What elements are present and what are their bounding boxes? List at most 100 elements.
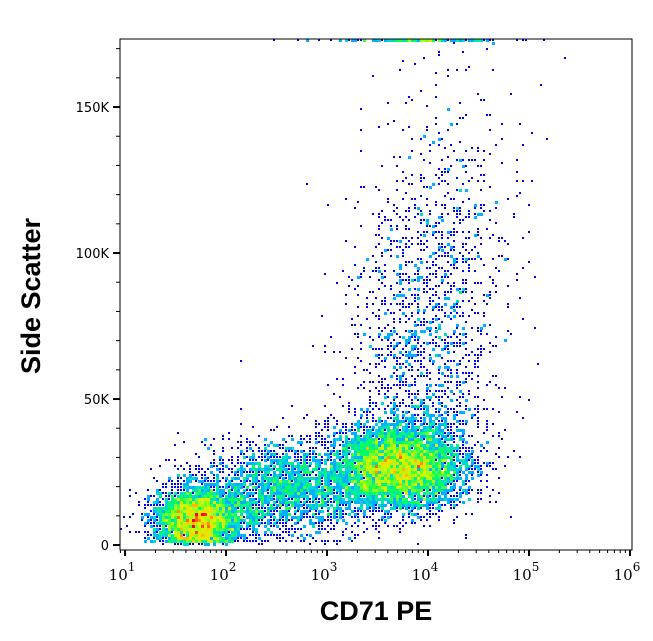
- density-cell: [186, 507, 189, 510]
- density-cell: [378, 492, 381, 495]
- density-cell: [318, 39, 320, 41]
- density-cell: [423, 525, 425, 527]
- density-cell: [303, 537, 306, 540]
- density-cell: [324, 540, 326, 542]
- density-cell: [384, 336, 387, 339]
- density-cell: [408, 438, 411, 441]
- density-cell: [279, 468, 282, 471]
- density-cell: [447, 465, 450, 468]
- density-cell: [183, 519, 186, 522]
- density-cell: [444, 171, 446, 173]
- density-cell: [390, 417, 392, 419]
- density-cell: [318, 453, 321, 456]
- density-cell: [321, 456, 323, 458]
- density-cell: [249, 519, 252, 522]
- density-cell: [447, 462, 450, 465]
- density-cell: [246, 471, 248, 473]
- density-cell: [348, 483, 350, 485]
- density-cell: [435, 465, 438, 468]
- density-cell: [438, 519, 440, 521]
- density-cell: [432, 234, 434, 236]
- density-cell: [360, 423, 362, 425]
- density-cell: [276, 537, 278, 539]
- density-cell: [237, 504, 240, 507]
- density-cell: [318, 528, 320, 530]
- density-cell: [459, 468, 462, 471]
- density-cell: [381, 441, 384, 444]
- density-cell: [423, 498, 426, 501]
- density-cell: [234, 504, 237, 507]
- density-cell: [213, 474, 215, 476]
- density-cell: [435, 489, 438, 492]
- density-cell: [429, 144, 431, 146]
- density-cell: [315, 486, 318, 489]
- density-cell: [438, 507, 441, 510]
- density-cell: [432, 414, 435, 417]
- density-cell: [153, 540, 156, 543]
- density-cell: [426, 504, 429, 507]
- density-cell: [438, 447, 441, 450]
- density-cell: [483, 408, 485, 410]
- density-cell: [426, 261, 428, 263]
- density-cell: [120, 528, 122, 530]
- density-cell: [459, 447, 461, 449]
- density-cell: [393, 504, 396, 507]
- density-cell: [402, 501, 405, 504]
- density-cell: [423, 159, 425, 161]
- density-cell: [222, 507, 225, 510]
- density-cell: [249, 498, 252, 501]
- density-cell: [219, 525, 222, 528]
- density-cell: [369, 402, 371, 404]
- density-cell: [153, 477, 155, 479]
- density-cell: [189, 486, 192, 489]
- density-cell: [435, 201, 437, 203]
- density-cell: [465, 489, 468, 492]
- density-cell: [351, 324, 353, 326]
- density-cell: [450, 432, 452, 434]
- density-cell: [420, 375, 422, 377]
- density-cell: [462, 342, 465, 345]
- density-cell: [216, 489, 219, 492]
- density-cell: [327, 477, 330, 480]
- density-cell: [387, 447, 390, 450]
- density-cell: [363, 438, 366, 441]
- density-cell: [360, 129, 362, 131]
- density-cell: [465, 456, 468, 459]
- density-cell: [153, 513, 155, 515]
- density-cell: [384, 459, 387, 462]
- density-cell: [354, 495, 357, 498]
- density-cell: [186, 462, 188, 464]
- density-cell: [138, 501, 140, 503]
- density-cell: [438, 492, 440, 494]
- density-cell: [453, 474, 455, 476]
- density-cell: [438, 438, 441, 441]
- density-cell: [387, 249, 389, 251]
- density-cell: [294, 528, 296, 530]
- density-cell: [438, 318, 440, 320]
- density-cell: [384, 450, 387, 453]
- density-cell: [243, 507, 245, 509]
- density-cell: [345, 432, 347, 434]
- density-cell: [408, 444, 411, 447]
- density-cell: [228, 438, 230, 440]
- density-cell: [288, 447, 291, 450]
- density-cell: [324, 345, 326, 347]
- density-cell: [372, 435, 374, 437]
- density-cell: [207, 522, 210, 525]
- density-cell: [456, 477, 459, 480]
- density-cell: [348, 468, 351, 471]
- density-cell: [516, 273, 518, 275]
- density-cell: [288, 534, 290, 536]
- density-cell: [393, 471, 396, 474]
- density-cell: [285, 468, 288, 471]
- density-cell: [240, 519, 243, 522]
- density-cell: [204, 531, 207, 534]
- density-cell: [360, 108, 362, 110]
- density-cell: [189, 519, 192, 522]
- density-cell: [462, 441, 464, 443]
- density-cell: [402, 252, 404, 254]
- density-cell: [183, 522, 186, 525]
- density-cell: [399, 357, 401, 359]
- density-cell: [234, 507, 237, 510]
- density-cell: [321, 495, 324, 498]
